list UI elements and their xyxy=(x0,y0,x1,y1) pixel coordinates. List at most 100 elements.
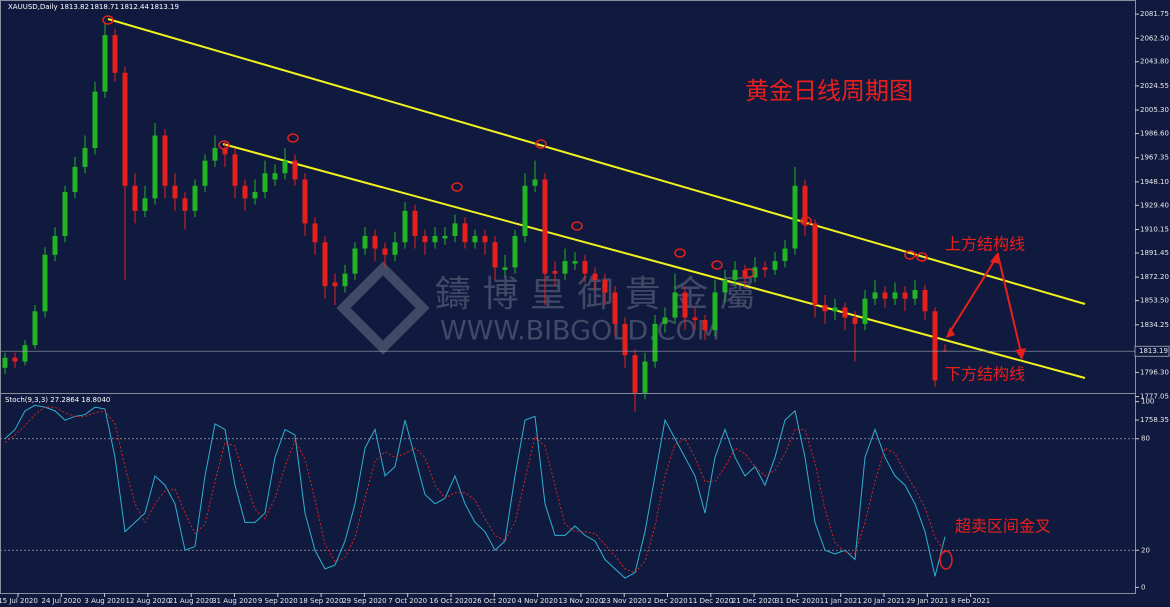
candle-body xyxy=(862,298,868,324)
candle-body xyxy=(492,242,498,268)
candle-body xyxy=(362,235,368,249)
touch-marker xyxy=(218,140,230,150)
candle-body xyxy=(442,235,448,239)
candle-body xyxy=(562,261,568,274)
y-tick-label: 2005.30 xyxy=(1140,106,1169,114)
watermark-url: WWW.BIBGOLD.COM xyxy=(440,316,720,347)
annotation: 超卖区间金叉 xyxy=(955,517,1051,536)
ohlc-value: 1818.71 xyxy=(90,3,119,11)
candle-body xyxy=(332,282,338,287)
touch-marker xyxy=(287,133,299,143)
candle-body xyxy=(872,292,878,299)
candle-body xyxy=(182,198,188,211)
annotation: 下方结构线 xyxy=(945,365,1025,384)
candle-body xyxy=(852,317,858,324)
candle-body xyxy=(682,292,688,318)
candle-body xyxy=(242,185,248,199)
x-tick-label: 21 Aug 2020 xyxy=(169,597,214,605)
candle-body xyxy=(792,185,798,249)
x-tick-label: 12 Aug 2020 xyxy=(125,597,170,605)
candle-body xyxy=(392,242,398,255)
touch-marker xyxy=(916,252,928,262)
candle-body xyxy=(422,235,428,243)
candle-body xyxy=(892,292,898,299)
candle-body xyxy=(602,279,608,293)
candle-body xyxy=(742,269,748,278)
candle-body xyxy=(552,271,558,274)
candle-body xyxy=(402,210,408,243)
candle-body xyxy=(322,242,328,287)
annotation: 上方结构线 xyxy=(945,235,1025,254)
y-tick-label: 1777.05 xyxy=(1140,393,1169,401)
touch-marker xyxy=(904,250,916,260)
touch-marker xyxy=(571,221,583,231)
arrow-head xyxy=(1015,348,1026,360)
candle-body xyxy=(802,185,808,224)
x-tick-label: 20 Jan 2021 xyxy=(863,597,905,605)
candle-body xyxy=(172,185,178,199)
ohlc-value: 1813.82 xyxy=(60,3,89,11)
candle-body xyxy=(192,185,198,211)
candle-body xyxy=(722,279,728,293)
candle-body xyxy=(522,185,528,236)
y-tick-label: 2043.80 xyxy=(1140,58,1169,66)
y-tick-label: 2081.75 xyxy=(1140,10,1169,18)
candle-body xyxy=(202,160,208,186)
y-tick-label: 1910.15 xyxy=(1140,226,1169,234)
candle-body xyxy=(42,254,48,312)
candle-body xyxy=(922,289,928,312)
x-tick-label: 11 Dec 2020 xyxy=(688,597,733,605)
x-tick-label: 23 Nov 2020 xyxy=(602,597,647,605)
candle-body xyxy=(542,179,548,274)
current-price-box xyxy=(1134,345,1170,357)
y-tick-label: 80 xyxy=(1141,435,1150,443)
candle-body xyxy=(652,323,658,362)
y-tick-label: 20 xyxy=(1141,546,1150,554)
ohlc-value: 1812.44 xyxy=(120,3,149,11)
y-tick-label: 1834.25 xyxy=(1140,321,1169,329)
upper-trend-line xyxy=(107,18,1086,305)
y-tick-label: 1986.60 xyxy=(1140,130,1169,138)
candle-body xyxy=(752,267,758,278)
x-tick-label: 18 Sep 2020 xyxy=(299,597,343,605)
stoch-line xyxy=(4,406,946,574)
candle-body xyxy=(412,210,418,236)
candle-body xyxy=(702,320,708,331)
x-tick-label: 29 Sep 2020 xyxy=(342,597,386,605)
candle-body xyxy=(282,160,288,174)
touch-marker xyxy=(451,182,463,192)
y-tick-label: 1929.40 xyxy=(1140,201,1169,209)
candle-body xyxy=(162,135,168,186)
x-tick-label: 26 Oct 2020 xyxy=(473,597,516,605)
y-tick-label: 100 xyxy=(1141,398,1154,406)
watermark-logo xyxy=(336,261,430,355)
candle-body xyxy=(352,248,358,274)
stoch-line xyxy=(4,404,946,579)
candle-body xyxy=(472,235,478,243)
candle-body xyxy=(902,292,908,299)
touch-marker xyxy=(102,15,114,25)
candle-body xyxy=(672,292,678,318)
candle-body xyxy=(932,311,938,381)
candle-body xyxy=(512,235,518,268)
candle-body xyxy=(72,166,78,193)
watermark: 鑄 博 皇 御 貴 金 屬 WWW.BIBGOLD.COM xyxy=(336,261,756,355)
candle-body xyxy=(842,307,848,318)
y-tick-label: 1872.20 xyxy=(1140,273,1169,281)
x-tick-label: 9 Sep 2020 xyxy=(258,597,298,605)
touch-marker xyxy=(535,139,547,149)
touch-marker xyxy=(743,268,755,278)
touch-marker xyxy=(674,248,686,258)
trend-lines xyxy=(107,18,1086,379)
y-tick-label: 2024.55 xyxy=(1140,82,1169,90)
candle-body xyxy=(372,235,378,249)
y-tick-label: 1948.10 xyxy=(1140,178,1169,186)
y-tick-label: 2062.50 xyxy=(1140,34,1169,42)
candle-body xyxy=(2,357,8,368)
candle-body xyxy=(62,192,68,236)
y-tick-label: 1853.50 xyxy=(1140,297,1169,305)
indicator-pane xyxy=(0,393,1136,594)
y-tick-label: 1796.30 xyxy=(1140,368,1169,376)
candle-body xyxy=(302,179,308,224)
x-tick-label: 11 Jan 2021 xyxy=(820,597,862,605)
